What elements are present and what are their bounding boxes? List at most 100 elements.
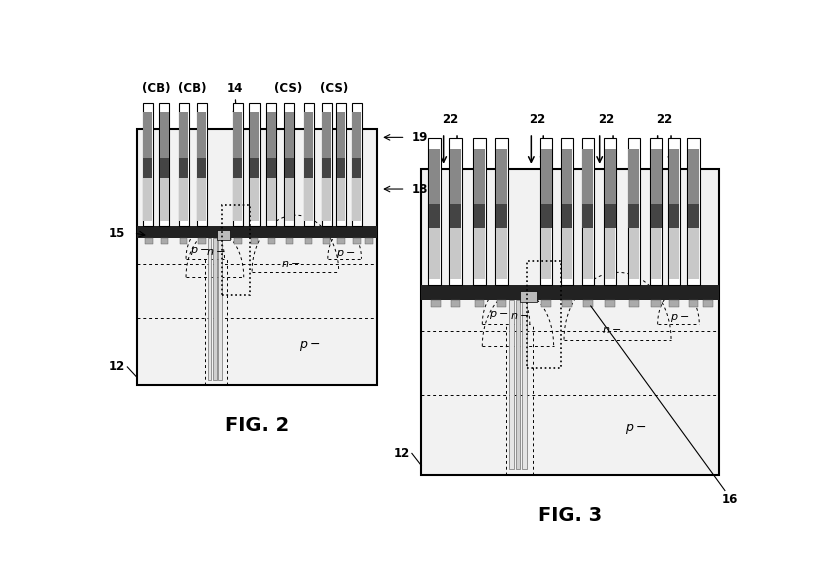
Bar bbox=[669, 300, 679, 307]
Bar bbox=[179, 103, 188, 226]
Text: $p-$: $p-$ bbox=[489, 309, 508, 321]
Bar bbox=[473, 138, 486, 285]
Bar bbox=[497, 300, 507, 307]
Bar bbox=[233, 112, 242, 158]
Bar bbox=[650, 149, 662, 204]
Bar bbox=[688, 149, 698, 204]
Bar bbox=[137, 226, 377, 238]
Bar bbox=[689, 300, 698, 307]
Bar bbox=[450, 300, 460, 307]
Bar bbox=[267, 112, 276, 158]
Bar bbox=[336, 103, 346, 226]
Bar bbox=[516, 300, 520, 469]
Bar bbox=[688, 204, 698, 228]
Bar bbox=[628, 204, 640, 228]
Text: 14: 14 bbox=[227, 82, 243, 95]
Bar bbox=[561, 204, 573, 228]
Bar bbox=[180, 158, 188, 178]
Bar bbox=[286, 238, 293, 244]
Bar bbox=[668, 204, 680, 228]
Bar bbox=[251, 178, 259, 221]
Bar bbox=[323, 238, 330, 244]
Text: 12: 12 bbox=[394, 447, 410, 460]
Bar bbox=[496, 149, 507, 204]
Bar bbox=[651, 300, 661, 307]
Bar bbox=[605, 300, 615, 307]
Bar bbox=[651, 228, 662, 279]
Bar bbox=[250, 112, 259, 158]
Text: $n-$: $n-$ bbox=[281, 259, 300, 269]
Bar bbox=[337, 178, 345, 221]
Bar bbox=[180, 112, 188, 158]
Bar bbox=[542, 300, 551, 307]
Bar bbox=[251, 238, 259, 244]
Bar bbox=[159, 103, 170, 226]
Bar bbox=[160, 158, 169, 178]
Text: FIG. 3: FIG. 3 bbox=[538, 506, 602, 525]
Bar bbox=[352, 103, 361, 226]
Bar bbox=[160, 112, 169, 158]
Bar bbox=[234, 238, 242, 244]
Bar bbox=[628, 149, 640, 204]
Bar bbox=[353, 158, 361, 178]
Bar bbox=[233, 158, 242, 178]
Bar bbox=[450, 204, 461, 228]
Bar bbox=[337, 112, 345, 158]
Bar bbox=[541, 149, 552, 204]
Text: 16: 16 bbox=[721, 493, 738, 506]
Bar bbox=[474, 204, 485, 228]
Bar bbox=[428, 138, 441, 285]
Bar bbox=[144, 178, 152, 221]
Bar bbox=[208, 238, 211, 380]
Bar bbox=[145, 238, 153, 244]
Bar bbox=[160, 178, 169, 221]
Bar bbox=[322, 112, 331, 158]
Text: (CS): (CS) bbox=[274, 82, 302, 95]
Bar bbox=[353, 112, 361, 158]
Bar bbox=[474, 228, 485, 279]
Bar bbox=[429, 149, 440, 204]
Bar bbox=[267, 158, 276, 178]
Bar bbox=[322, 178, 330, 221]
Bar bbox=[304, 103, 313, 226]
Bar bbox=[322, 158, 331, 178]
Text: $n-$: $n-$ bbox=[510, 311, 529, 321]
Bar bbox=[285, 158, 294, 178]
Bar bbox=[337, 158, 345, 178]
Bar bbox=[180, 238, 188, 244]
Bar bbox=[561, 149, 573, 204]
Text: $n-$: $n-$ bbox=[206, 246, 226, 256]
Bar bbox=[527, 260, 561, 368]
Bar bbox=[137, 128, 377, 385]
Bar bbox=[496, 204, 507, 228]
Text: 22: 22 bbox=[598, 113, 614, 126]
Bar bbox=[687, 138, 699, 285]
Bar bbox=[197, 158, 206, 178]
Text: 22: 22 bbox=[442, 113, 459, 126]
Bar bbox=[520, 291, 537, 302]
Bar bbox=[583, 204, 593, 228]
Bar bbox=[605, 204, 615, 228]
Bar bbox=[474, 149, 485, 204]
Bar bbox=[650, 138, 663, 285]
Text: (CB): (CB) bbox=[142, 82, 171, 95]
Text: 12: 12 bbox=[109, 360, 126, 373]
Text: $p-$: $p-$ bbox=[189, 245, 209, 257]
Text: $n-$: $n-$ bbox=[602, 325, 621, 335]
Bar bbox=[250, 158, 259, 178]
Bar bbox=[522, 300, 526, 469]
Bar bbox=[233, 178, 242, 221]
Bar bbox=[304, 158, 313, 178]
Bar bbox=[143, 103, 153, 226]
Text: (CB): (CB) bbox=[178, 82, 206, 95]
Bar bbox=[450, 138, 462, 285]
Bar bbox=[496, 228, 507, 279]
Bar bbox=[703, 300, 713, 307]
Bar bbox=[353, 238, 361, 244]
Bar bbox=[604, 138, 616, 285]
Bar bbox=[161, 238, 168, 244]
Bar bbox=[213, 238, 216, 380]
Bar bbox=[219, 238, 222, 380]
Bar bbox=[540, 138, 552, 285]
Bar bbox=[250, 103, 259, 226]
